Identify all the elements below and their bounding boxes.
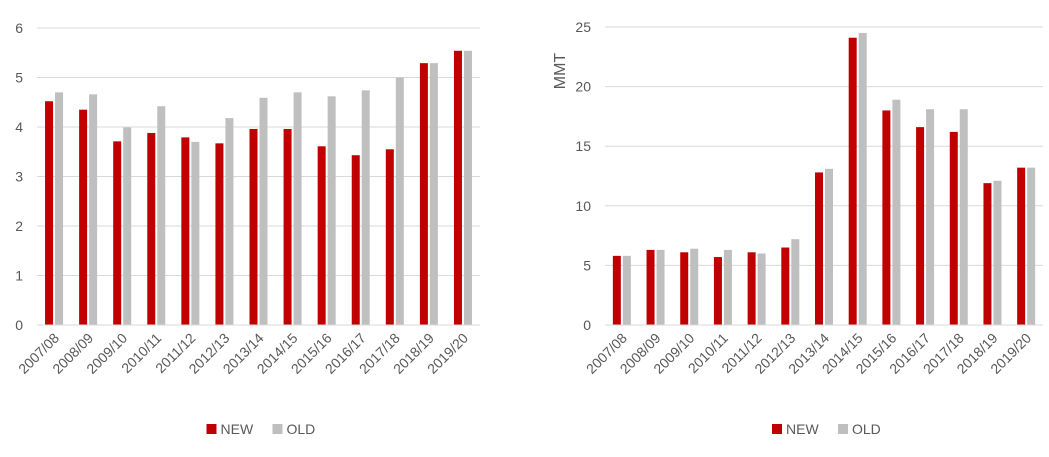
legend-label-old: OLD <box>287 421 316 437</box>
bar-old-2009-10 <box>123 127 132 326</box>
bar-old-2007-08 <box>622 255 631 325</box>
bar-old-2009-10 <box>690 248 699 325</box>
bar-old-2017-18 <box>395 77 404 325</box>
bar-new-2008-09 <box>79 109 88 325</box>
y-tick-label: 5 <box>583 257 591 273</box>
bar-old-2018-19 <box>429 63 438 326</box>
bar-new-2010-11 <box>713 257 722 325</box>
bar-old-2011-12 <box>191 141 200 325</box>
bar-new-2009-10 <box>113 141 122 325</box>
bar-old-2016-17 <box>361 90 370 326</box>
legend-swatch-old <box>272 424 283 434</box>
bar-old-2013-14 <box>259 97 268 325</box>
y-tick-label: 5 <box>15 70 23 86</box>
y-tick-label: 6 <box>15 20 23 36</box>
y-tick-label: 20 <box>575 79 591 95</box>
bar-new-2008-09 <box>646 249 655 325</box>
bar-new-2017-18 <box>949 131 958 325</box>
left-bar-chart: 01234562007/082008/092009/102010/112011/… <box>15 20 480 437</box>
bar-old-2010-11 <box>157 106 166 326</box>
right-bar-chart: 0510152025MMT2007/082008/092009/102010/1… <box>552 19 1043 437</box>
y-tick-label: 1 <box>15 268 23 284</box>
y-tick-label: 25 <box>575 19 591 35</box>
bar-old-2012-13 <box>791 239 800 325</box>
y-tick-label: 0 <box>15 317 23 333</box>
bar-new-2017-18 <box>385 149 394 325</box>
bar-new-2014-15 <box>848 37 857 326</box>
bar-new-2007-08 <box>45 101 54 325</box>
bar-new-2015-16 <box>882 110 891 325</box>
bar-new-2011-12 <box>747 252 756 325</box>
y-tick-label: 2 <box>15 218 23 234</box>
y-tick-label: 4 <box>15 119 23 135</box>
bar-new-2019-20 <box>453 50 462 326</box>
legend-label-new: NEW <box>221 421 254 437</box>
y-tick-label: 0 <box>583 317 591 333</box>
legend-swatch-new <box>772 424 782 434</box>
bar-new-2012-13 <box>781 247 790 325</box>
bar-new-2018-19 <box>983 183 992 325</box>
bar-old-2018-19 <box>993 180 1002 325</box>
bar-new-2014-15 <box>283 128 292 325</box>
bar-new-2016-17 <box>916 127 925 326</box>
bar-old-2017-18 <box>959 109 968 325</box>
bar-old-2011-12 <box>757 253 766 325</box>
bar-old-2007-08 <box>55 92 64 325</box>
bar-new-2016-17 <box>351 155 360 325</box>
bar-new-2018-19 <box>419 63 428 326</box>
bar-new-2012-13 <box>215 143 224 325</box>
bar-old-2010-11 <box>723 249 732 325</box>
bar-new-2015-16 <box>317 146 326 325</box>
bar-old-2015-16 <box>892 99 901 325</box>
bar-old-2016-17 <box>926 109 935 325</box>
bar-new-2013-14 <box>249 128 258 325</box>
bar-old-2008-09 <box>89 94 98 325</box>
bar-new-2010-11 <box>147 132 156 325</box>
bar-old-2012-13 <box>225 118 234 325</box>
legend-swatch-old <box>838 424 848 434</box>
bar-new-2011-12 <box>181 137 190 325</box>
legend-swatch-new <box>206 424 217 434</box>
bar-new-2013-14 <box>815 172 823 325</box>
bar-old-2019-20 <box>1027 167 1036 325</box>
bar-old-2019-20 <box>463 50 472 326</box>
bar-new-2009-10 <box>680 252 689 325</box>
legend-label-old: OLD <box>852 421 881 437</box>
y-tick-label: 3 <box>15 169 23 185</box>
legend-label-new: NEW <box>786 421 819 437</box>
y-tick-label: 10 <box>575 198 591 214</box>
bar-old-2014-15 <box>858 32 867 326</box>
bar-new-2019-20 <box>1017 167 1026 325</box>
bar-old-2015-16 <box>327 96 336 325</box>
bar-old-2014-15 <box>293 92 302 325</box>
y-axis-label: MMT <box>552 53 569 90</box>
bar-old-2013-14 <box>825 168 833 325</box>
bar-new-2007-08 <box>612 255 621 325</box>
bar-old-2008-09 <box>656 249 665 325</box>
y-tick-label: 15 <box>575 138 591 154</box>
